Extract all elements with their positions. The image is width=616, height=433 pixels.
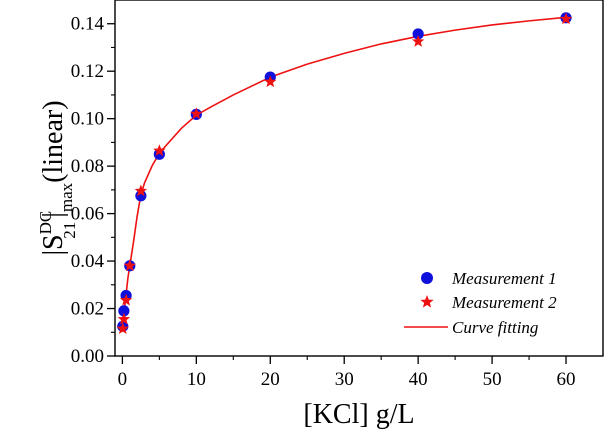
measurement-2-point bbox=[117, 312, 131, 325]
x-tick-label: 0 bbox=[118, 369, 128, 390]
x-tick-label: 30 bbox=[335, 369, 354, 390]
measurement-2-point bbox=[190, 107, 203, 120]
y-tick-label: 0.06 bbox=[71, 204, 104, 225]
legend-label-measurement-1: Measurement 1 bbox=[451, 269, 557, 288]
y-axis-title-sub2: max bbox=[57, 182, 76, 212]
x-axis-title: [KCl] g/L bbox=[303, 399, 414, 430]
y-tick-label: 0.02 bbox=[71, 299, 104, 320]
y-tick-label: 0.12 bbox=[71, 61, 104, 82]
y-axis-title-prefix: |S bbox=[38, 234, 69, 255]
plot-frame bbox=[114, 0, 604, 357]
y-tick-label: 0.08 bbox=[71, 156, 104, 177]
x-tick-label: 20 bbox=[261, 369, 280, 390]
measurement-1-point bbox=[412, 28, 424, 40]
legend-label-curve-fitting: Curve fitting bbox=[452, 318, 538, 337]
x-tick-label: 40 bbox=[409, 369, 428, 390]
legend-marker-measurement-2 bbox=[420, 295, 434, 308]
y-tick-label: 0.14 bbox=[71, 14, 105, 35]
measurement-1-point bbox=[153, 148, 165, 160]
x-tick-label: 60 bbox=[557, 369, 576, 390]
legend-label-measurement-2: Measurement 2 bbox=[451, 293, 557, 312]
measurement-1-point bbox=[118, 305, 130, 317]
measurement-2-point bbox=[116, 322, 129, 334]
legend: Measurement 1 Measurement 2 Curve fittin… bbox=[404, 269, 557, 337]
ticks-layer: 0 10 20 30 40 50 60 0.00 0.02 0.04 0.06 0.08 0.10 0.1… bbox=[71, 14, 576, 390]
measurement-2-point bbox=[123, 259, 136, 272]
y-tick-label: 0.00 bbox=[71, 346, 104, 367]
y-tick-label: 0.04 bbox=[71, 251, 105, 272]
y-axis-title-sup: DC bbox=[36, 211, 55, 235]
y-axis-title-mid: | bbox=[38, 212, 69, 218]
x-tick-label: 10 bbox=[187, 369, 206, 390]
measurement-2-point bbox=[153, 144, 166, 156]
measurement-2-point bbox=[134, 184, 148, 197]
measurement-2-point bbox=[559, 12, 573, 25]
points-layer bbox=[116, 12, 573, 334]
y-axis-title: |SDC 21 |max(linear) bbox=[36, 100, 79, 255]
measurement-2-point bbox=[264, 75, 277, 88]
y-axis-title-suffix: (linear) bbox=[38, 100, 69, 182]
y-tick-label: 0.10 bbox=[71, 109, 104, 130]
legend-marker-measurement-1 bbox=[421, 272, 433, 284]
x-tick-label: 50 bbox=[483, 369, 502, 390]
measurement-2-point bbox=[119, 293, 133, 306]
y-axis-title-sub: 21 bbox=[60, 222, 79, 239]
measurement-2-point bbox=[411, 35, 425, 47]
